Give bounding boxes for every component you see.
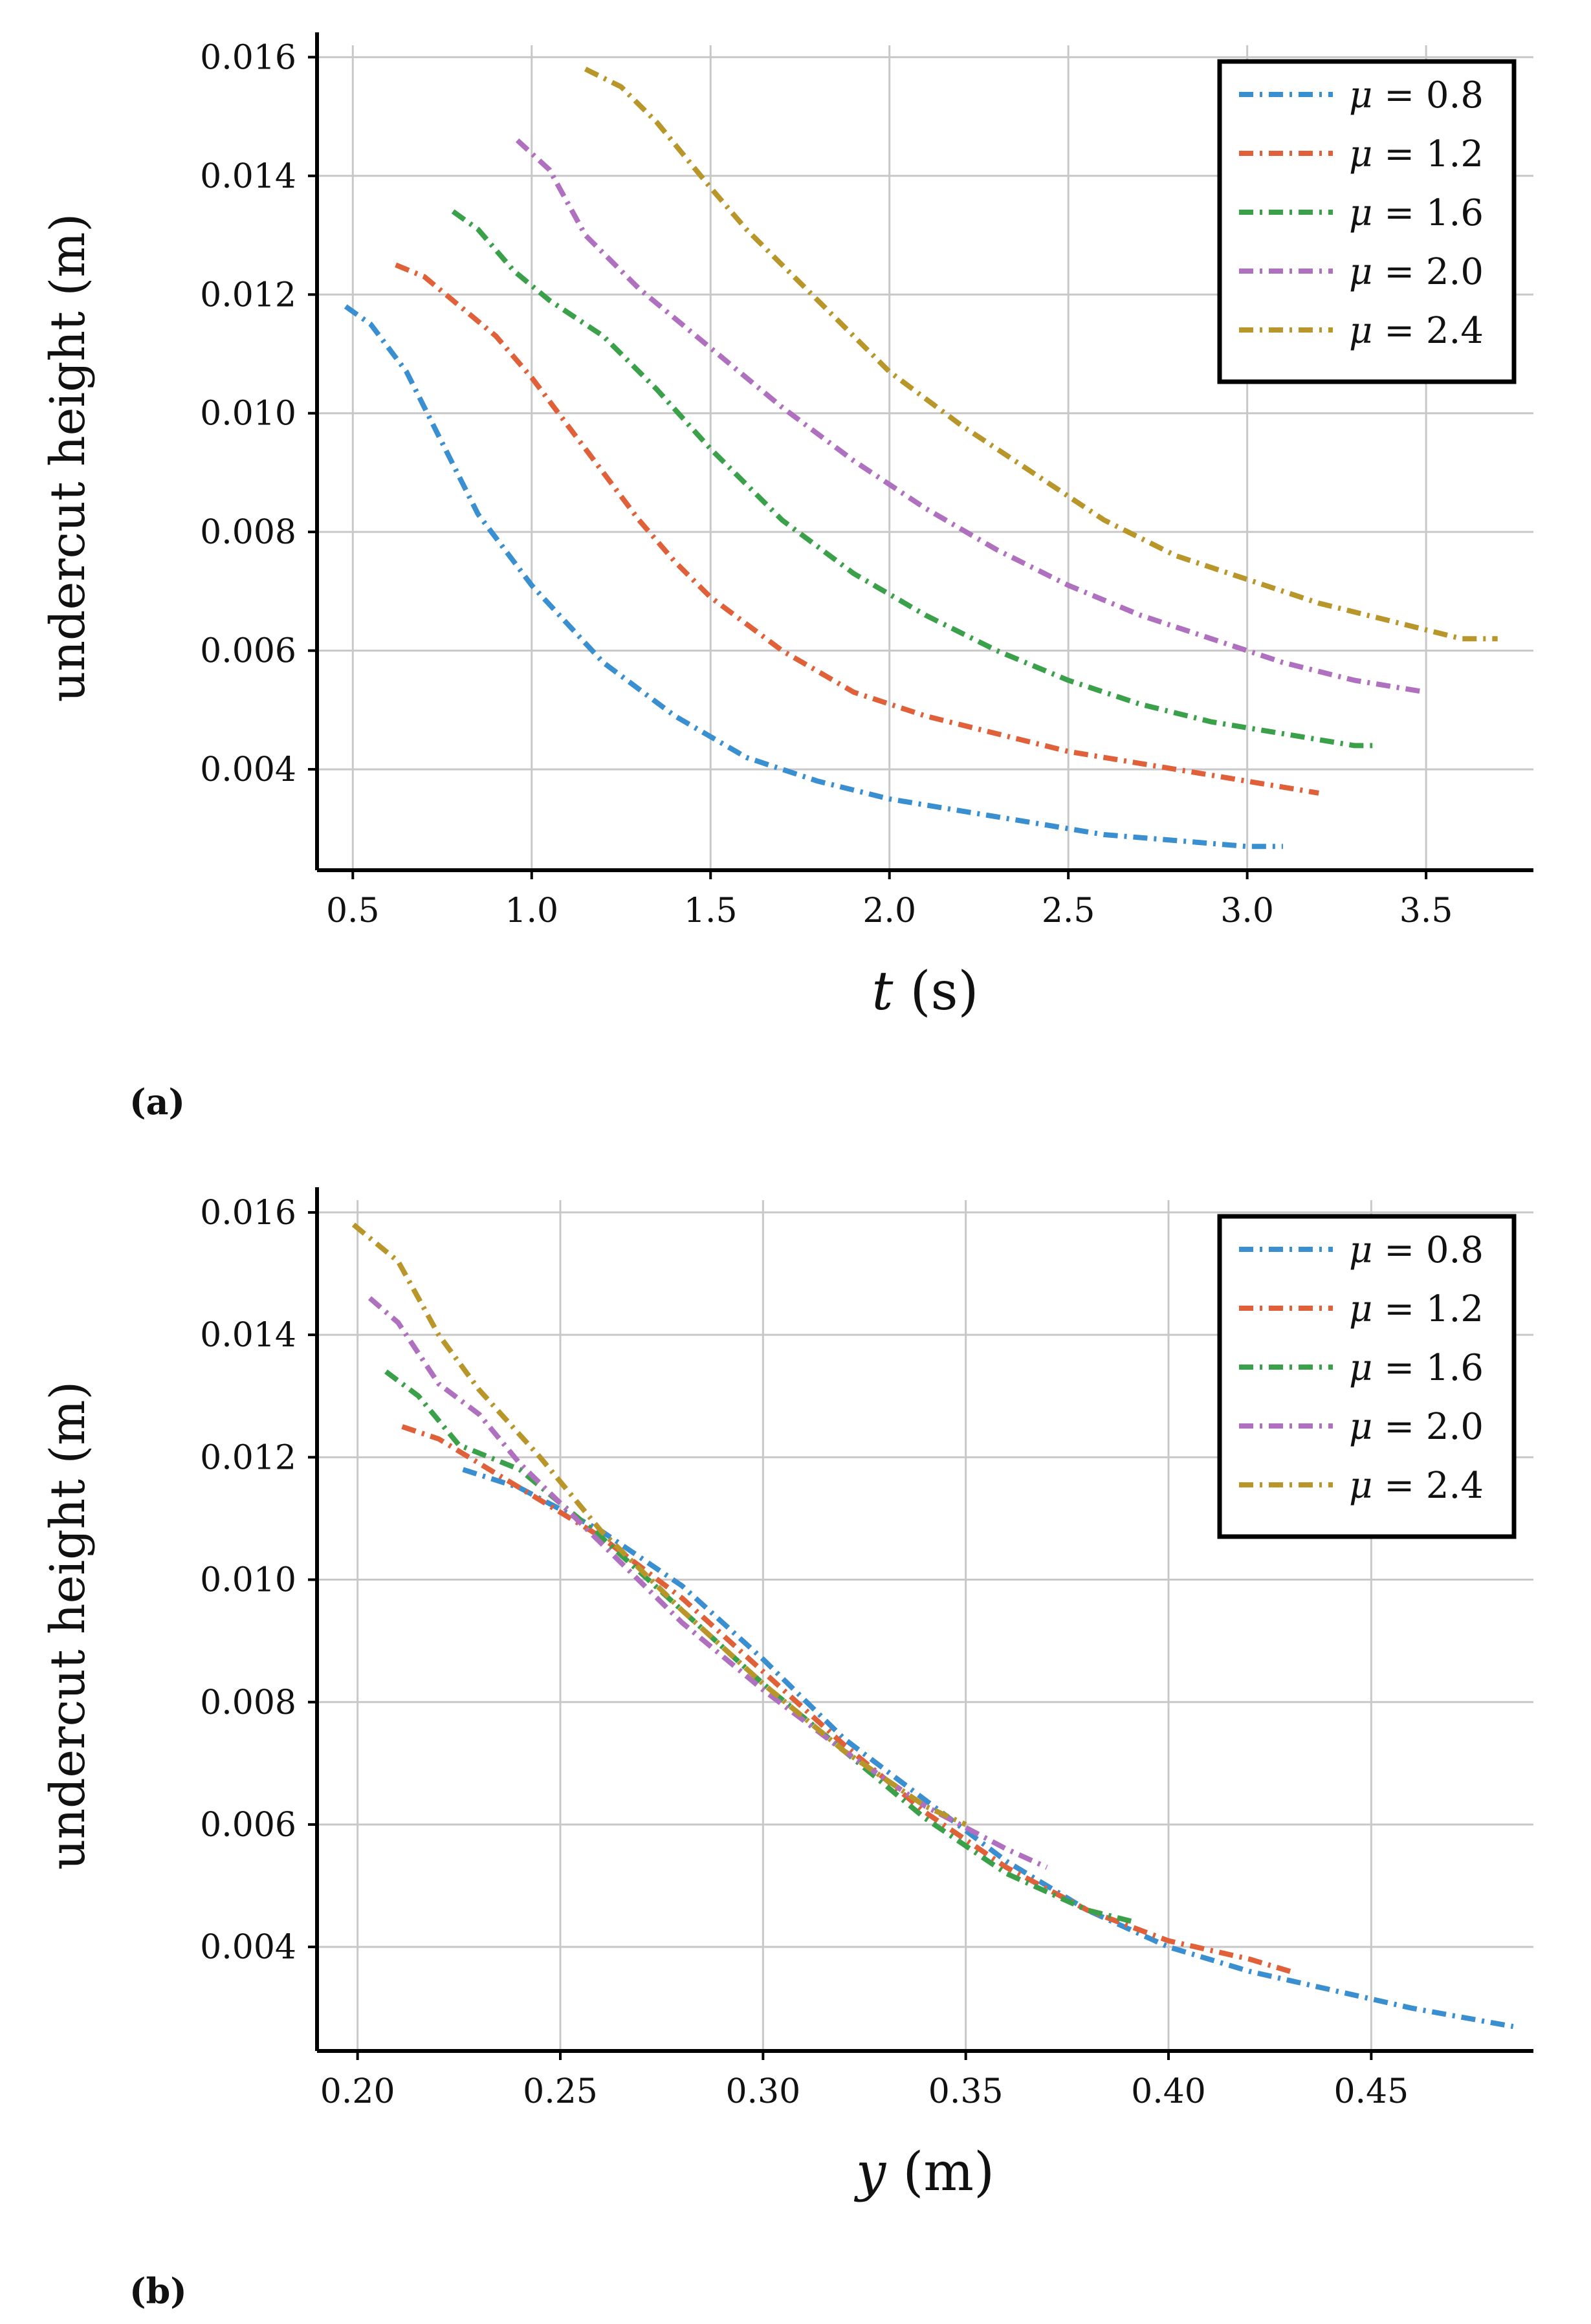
panel-a-legend-box bbox=[1217, 59, 1517, 384]
panel-a-legend-label: μ = 2.0 bbox=[1349, 251, 1484, 293]
panel-a-y-tick-label: 0.006 bbox=[200, 632, 296, 671]
panel-b-legend-label: μ = 1.6 bbox=[1349, 1347, 1484, 1389]
panel-a-legend: μ = 0.8μ = 1.2μ = 1.6μ = 2.0μ = 2.4 bbox=[1217, 59, 1517, 384]
panel-a-legend-symbol: μ bbox=[1349, 310, 1372, 352]
panel-a-legend-value: = 2.4 bbox=[1372, 310, 1484, 352]
panel-b-legend: μ = 0.8μ = 1.2μ = 1.6μ = 2.0μ = 2.4 bbox=[1217, 1214, 1517, 1539]
panel-a-legend-symbol: μ bbox=[1349, 133, 1372, 175]
panel-a-x-tick-label: 1.5 bbox=[684, 892, 738, 930]
panel-b-x-tick-label: 0.35 bbox=[928, 2072, 1004, 2111]
panel-b-legend-label: μ = 2.0 bbox=[1349, 1406, 1484, 1448]
panel-b-label: (b) bbox=[129, 2270, 187, 2312]
panel-b-x-tick-label: 0.25 bbox=[523, 2072, 598, 2111]
panel-a-legend-label: μ = 1.6 bbox=[1349, 192, 1484, 234]
panel-a-y-tick-label: 0.014 bbox=[200, 157, 296, 196]
panel-a-legend-value: = 0.8 bbox=[1372, 74, 1484, 116]
panel-a-legend-label: μ = 2.4 bbox=[1349, 310, 1484, 352]
panel-b-y-tick-label: 0.014 bbox=[200, 1316, 296, 1355]
panel-a-y-tick-label: 0.012 bbox=[200, 276, 296, 314]
panel-a-x-axis-title: t (s) bbox=[872, 961, 978, 1022]
panel-a-series-line-mu-0-8 bbox=[344, 304, 1283, 850]
panel-b-legend-label: μ = 0.8 bbox=[1349, 1229, 1484, 1271]
panel-a-x-axis-variable: t bbox=[872, 961, 894, 1022]
panel-b-y-tick-label: 0.010 bbox=[200, 1561, 296, 1600]
panel-b-x-tick-label: 0.20 bbox=[320, 2072, 395, 2111]
panel-a-legend-value: = 1.2 bbox=[1372, 133, 1484, 175]
panel-b-x-tick-label: 0.40 bbox=[1131, 2072, 1206, 2111]
panel-b-y-tick-label: 0.006 bbox=[200, 1806, 296, 1845]
panel-b-series-line-mu-2-0 bbox=[368, 1296, 1048, 1870]
panel-a-y-tick-label: 0.010 bbox=[200, 395, 296, 433]
panel-b-series-line-mu-1-2 bbox=[401, 1424, 1291, 1974]
panel-a-legend-symbol: μ bbox=[1349, 251, 1372, 293]
panel-b-legend-box bbox=[1217, 1214, 1517, 1539]
panel-b-series-line-mu-2-4 bbox=[351, 1222, 967, 1827]
panel-b-legend-value: = 0.8 bbox=[1372, 1229, 1484, 1271]
panel-b-legend-symbol: μ bbox=[1349, 1288, 1372, 1330]
panel-b-y-tick-label: 0.008 bbox=[200, 1683, 296, 1722]
panel-a-legend-value: = 2.0 bbox=[1372, 251, 1484, 293]
panel-b-x-axis-unit: (m) bbox=[886, 2142, 994, 2203]
panel-b-legend-label: μ = 1.2 bbox=[1349, 1288, 1484, 1330]
panel-b-y-tick-label: 0.004 bbox=[200, 1928, 296, 1967]
panel-a-legend-symbol: μ bbox=[1349, 192, 1372, 234]
panel-b-legend-symbol: μ bbox=[1349, 1406, 1372, 1448]
panel-a-series-line-mu-2-4 bbox=[584, 67, 1498, 642]
panel-b-x-tick-label: 0.30 bbox=[725, 2072, 800, 2111]
panel-a-legend-symbol: μ bbox=[1349, 74, 1372, 116]
panel-a-legend-label: μ = 0.8 bbox=[1349, 74, 1484, 116]
panel-b-series-line-mu-1-6 bbox=[384, 1369, 1137, 1925]
panel-a-y-tick-label: 0.004 bbox=[200, 751, 296, 789]
panel-b-series-line-mu-0-8 bbox=[462, 1467, 1514, 2030]
panel-b-legend-value: = 1.2 bbox=[1372, 1288, 1484, 1330]
panel-b-chart: 0.20 0.25 0.30 0.35 0.40 0.45 0.004 0.006 0.008 0… bbox=[40, 1187, 1533, 2203]
panel-a-series-line-mu-1-2 bbox=[395, 262, 1319, 796]
panel-b-legend-symbol: μ bbox=[1349, 1465, 1372, 1507]
panel-a-x-tick-label: 3.0 bbox=[1220, 892, 1274, 930]
panel-a-x-tick-label: 3.5 bbox=[1399, 892, 1453, 930]
panel-a-label: (a) bbox=[129, 1081, 185, 1123]
panel-a-series-line-mu-1-6 bbox=[451, 209, 1373, 749]
panel-a-y-tick-label: 0.016 bbox=[200, 38, 296, 77]
panel-b-x-axis-variable: y bbox=[853, 2142, 887, 2203]
panel-b-y-tick-label: 0.012 bbox=[200, 1438, 296, 1477]
panel-a-x-tick-label: 0.5 bbox=[326, 892, 380, 930]
panel-b-legend-label: μ = 2.4 bbox=[1349, 1465, 1484, 1507]
panel-a-y-axis-title: undercut height (m) bbox=[40, 214, 96, 703]
panel-b-legend-symbol: μ bbox=[1349, 1229, 1372, 1271]
panel-a-x-tick-label: 2.0 bbox=[862, 892, 916, 930]
panel-b-legend-value: = 2.4 bbox=[1372, 1465, 1484, 1507]
panel-b-legend-value: = 1.6 bbox=[1372, 1347, 1484, 1389]
panel-b-legend-value: = 2.0 bbox=[1372, 1406, 1484, 1448]
panel-a-legend-label: μ = 1.2 bbox=[1349, 133, 1484, 175]
panel-b-y-axis-title: undercut height (m) bbox=[40, 1381, 96, 1870]
panel-a-chart: 0.5 1.0 1.5 2.0 2.5 3.0 3.5 0.004 0.006 0.008 0.01… bbox=[40, 32, 1533, 1022]
panel-a-legend-value: = 1.6 bbox=[1372, 192, 1484, 234]
panel-a-x-tick-label: 2.5 bbox=[1042, 892, 1095, 930]
panel-a-x-tick-label: 1.0 bbox=[505, 892, 558, 930]
panel-b-y-tick-label: 0.016 bbox=[200, 1194, 296, 1233]
panel-b-x-tick-label: 0.45 bbox=[1333, 2072, 1409, 2111]
panel-b-legend-symbol: μ bbox=[1349, 1347, 1372, 1389]
panel-a-x-axis-unit: (s) bbox=[893, 961, 978, 1022]
panel-a-y-tick-label: 0.008 bbox=[200, 513, 296, 552]
panel-b-x-axis-title: y (m) bbox=[853, 2142, 994, 2203]
